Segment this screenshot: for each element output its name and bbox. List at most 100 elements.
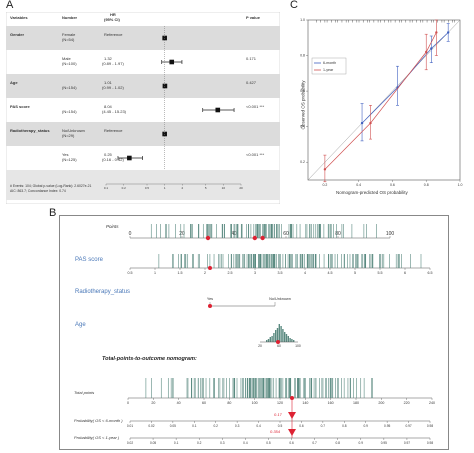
- nomogram-svg: 0 20 40 60 80 100 0.5 1 1.5 2 2.5 3 3.5 4 4.5 5 5.5 6 6.5 Y…: [127, 224, 435, 445]
- nomo-p6-tick-label: 0.98: [427, 424, 433, 428]
- forest-variable: Gender: [10, 32, 25, 37]
- nomo-total-tick-label: 180: [353, 401, 359, 405]
- forest-ci: (0.89 - 1.97): [102, 61, 124, 66]
- forest-ci: (0.99 - 1.02): [102, 85, 124, 90]
- forest-ci: (0.16 - 0.42): [102, 157, 124, 162]
- nomo-total-tick-label: 160: [328, 401, 334, 405]
- forest-hr: 0.25: [104, 152, 112, 157]
- nomo-p1y-tick-label: 0.9: [359, 441, 364, 445]
- forest-footer-bg: [6, 170, 280, 200]
- calibration-plot-svg: 0.2 0.4 0.6 0.8 1.0 0.2 0.4 0.6 0.8 1.0 6-month 1-y…: [300, 18, 463, 187]
- nomo-p1y-value: 0.354: [270, 429, 281, 434]
- nomo-points-marker: [205, 235, 211, 241]
- nomo-p6-tick-label: 0.05: [170, 424, 176, 428]
- forest-plot: 0.1 0.2 0.5 1 2 5 10 20 Variables Number HR (95…: [6, 12, 280, 204]
- calibration-x-tick-label: 0.8: [424, 183, 429, 187]
- calibration-point: [446, 31, 450, 34]
- nomo-p6-tick-label: 0.8: [342, 424, 347, 428]
- nomo-total-tick-label: 220: [404, 401, 410, 405]
- nomo-age-hist-bar: [285, 334, 288, 342]
- nomo-age-marker: [276, 340, 280, 344]
- forest-row-bg: [6, 74, 280, 98]
- nomo-total-tick-label: 120: [277, 401, 283, 405]
- forest-point: [169, 59, 175, 65]
- forest-n: (N=154): [62, 109, 77, 114]
- nomo-p6-tick-label: 0.95: [384, 424, 390, 428]
- nomo-title: Total-points-to-outcome nomogram:: [102, 356, 197, 362]
- nomo-p6-arrow: [288, 412, 296, 419]
- calibration-series-line: [324, 32, 437, 170]
- nomo-label-pas: PAS score: [75, 257, 103, 263]
- nomo-pas-tick-label: 3: [254, 271, 256, 275]
- nomogram-frame: 0 20 40 60 80 100 0.5 1 1.5 2 2.5 3 3.5 4 4.5 5 5.5 6 6.5 Y…: [59, 215, 449, 450]
- nomo-label-p6: Probability( OS < 6-month ): [74, 418, 123, 423]
- nomo-age-hist-bar: [278, 324, 280, 342]
- nomo-p1y-tick-label: 0.98: [427, 441, 433, 445]
- calibration-frame: [307, 19, 461, 181]
- forest-variable: Age: [10, 80, 18, 85]
- nomo-pas-tick-label: 5.5: [378, 271, 383, 275]
- forest-axis-tick-label: 5: [205, 186, 207, 190]
- calibration-ylabel: Observed OS probability: [300, 80, 306, 130]
- nomo-p1y-tick-label: 0.3: [220, 441, 225, 445]
- nomo-age-hist-bar: [273, 333, 275, 342]
- calibration-y-tick-label: 0.2: [300, 160, 305, 164]
- forest-p: 0.427: [246, 80, 257, 85]
- forest-n: (N=29): [62, 133, 75, 138]
- calibration-y-tick-label: 0.8: [300, 54, 305, 58]
- calibration-y-tick-label: 0.4: [300, 125, 305, 129]
- forest-level: Yes: [62, 152, 69, 157]
- nomo-pas-tick-label: 6.5: [428, 271, 433, 275]
- calibration-legend-entry: 1-year: [323, 68, 334, 72]
- forest-axis-tick-label: 0.1: [104, 186, 109, 190]
- nomo-p1y-tick-label: 0.8: [335, 441, 340, 445]
- nomo-age-tick-label: 100: [295, 344, 301, 348]
- forest-header-ci: (95% CI): [104, 17, 120, 22]
- nomo-total-tick-label: 20: [151, 401, 155, 405]
- forest-level: No/Unknown: [62, 128, 85, 133]
- nomo-p1y-tick-label: 0.5: [266, 441, 271, 445]
- nomo-pas-tick-label: 1: [154, 271, 156, 275]
- nomo-p1y-tick-label: 0.7: [312, 441, 317, 445]
- nomo-p1y-tick-label: 0.2: [197, 441, 202, 445]
- nomo-points-tick-label: 0: [129, 231, 132, 237]
- calibration-x-tick-label: 0.6: [390, 183, 395, 187]
- calibration-x-tick-label: 1.0: [458, 183, 463, 187]
- nomo-age-hist-bar: [291, 339, 293, 342]
- nomo-pas-tick-label: 5: [354, 271, 356, 275]
- nomo-p6-tick-label: 0.2: [213, 424, 218, 428]
- nomo-pas-tick-label: 2.5: [228, 271, 233, 275]
- nomo-age-hist-bar: [287, 336, 289, 342]
- nomo-label-age: Age: [75, 322, 86, 328]
- nomo-total-tick-label: 40: [177, 401, 181, 405]
- forest-hr: 8.04: [104, 104, 112, 109]
- nomo-p6-value: 0.17: [274, 412, 283, 417]
- calibration-y-tick-label: 1.0: [300, 18, 305, 22]
- calibration-point: [369, 121, 372, 125]
- calibration-point: [323, 168, 327, 171]
- nomo-p1y-tick-label: 0.02: [127, 441, 133, 445]
- forest-header-p: P value: [246, 15, 260, 20]
- nomo-points-tick-label: 20: [179, 231, 185, 237]
- panel-c-label: C: [290, 0, 298, 11]
- nomo-p6-tick-label: 0.97: [405, 424, 411, 428]
- forest-header-number: Number: [62, 15, 78, 20]
- nomo-p1y-tick-label: 0.97: [404, 441, 410, 445]
- forest-hr: Reference: [104, 32, 123, 37]
- nomo-pas-tick-label: 2: [204, 271, 206, 275]
- nomo-age-hist-bar: [275, 330, 277, 342]
- panel-b-label: B: [49, 207, 57, 219]
- forest-point: [127, 155, 132, 161]
- forest-point: [215, 107, 221, 113]
- forest-point: [162, 83, 168, 89]
- nomo-age-hist-bar: [267, 339, 270, 342]
- forest-row-bg: [6, 122, 280, 146]
- forest-p: <0.001 ***: [246, 152, 265, 157]
- nomo-pas-tick-label: 1.5: [178, 271, 183, 275]
- calibration-y-tick-label: 0.6: [300, 89, 305, 93]
- nomo-pas-tick-label: 0.5: [128, 271, 133, 275]
- forest-header-variables: Variables: [10, 15, 28, 20]
- nomo-p1y-tick-label: 0.6: [289, 441, 294, 445]
- nomo-age-hist-bar: [284, 332, 286, 342]
- forest-header-hr: HR: [110, 12, 116, 17]
